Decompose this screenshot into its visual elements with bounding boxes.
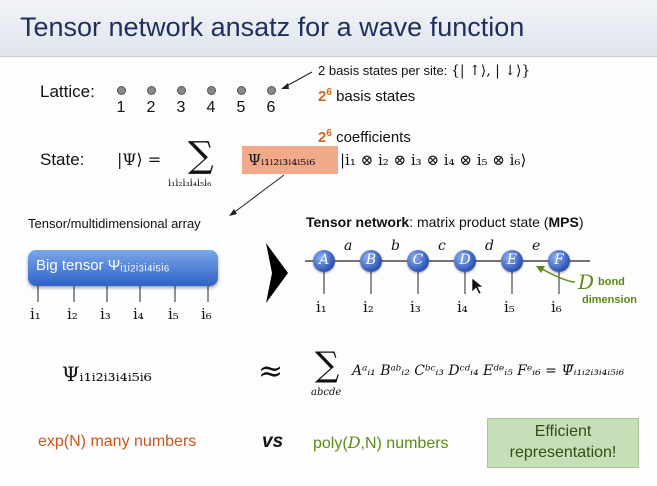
- mps-bond-label: d: [485, 238, 494, 254]
- mps-leg-label: i₆: [551, 298, 562, 316]
- mps-bond-label: a: [344, 238, 353, 254]
- big-tensor-leg-label: i₂: [67, 305, 78, 323]
- mps-bond-label: e: [532, 238, 541, 254]
- poly-prefix: poly(: [313, 435, 348, 452]
- big-tensor-leg-label: i₄: [133, 305, 144, 323]
- efficient-representation-box: Efficient representation!: [487, 418, 639, 468]
- lattice-site-dot: [237, 86, 246, 95]
- lattice-site-dot: [147, 86, 156, 95]
- mps-leg-label: i₄: [457, 298, 468, 316]
- lattice-site-number: 6: [266, 99, 276, 116]
- state-sum-symbol: ∑: [188, 135, 214, 176]
- equation-lhs: Ψᵢ₁ᵢ₂ᵢ₃ᵢ₄ᵢ₅ᵢ₆: [62, 362, 152, 386]
- mps-node-b: B: [360, 250, 382, 272]
- mps-node-c: C: [407, 250, 429, 272]
- transform-chevron: [266, 243, 288, 303]
- title-bar: Tensor network ansatz for a wave functio…: [0, 0, 657, 57]
- mps-leg-label: i₃: [410, 298, 421, 316]
- big-tensor-block: Big tensor Ψᵢ₁ᵢ₂ᵢ₃ᵢ₄ᵢ₅ᵢ₆: [28, 250, 218, 286]
- vs-text: vs: [262, 431, 284, 452]
- basis-count-text: basis states: [336, 88, 416, 105]
- coefficient-arrowhead: [229, 209, 237, 216]
- lattice-site-dot: [177, 86, 186, 95]
- basis-note-arrowhead: [281, 83, 289, 89]
- tensor-panel-heading: Tensor/multidimensional array: [28, 216, 201, 231]
- bond-dimension-word2: dimension: [582, 294, 638, 306]
- coefficient-highlight: [242, 146, 338, 174]
- mps-leg-label: i₁: [316, 298, 327, 316]
- mps-bond-label: c: [438, 238, 446, 254]
- big-tensor-leg-label: i₃: [100, 305, 111, 323]
- lattice-site-number: 1: [116, 99, 126, 116]
- psi-ket-lhs: |Ψ⟩ =: [117, 150, 162, 169]
- big-tensor-leg-label: i₆: [201, 305, 212, 323]
- exp-numbers-text: exp(N) many numbers: [38, 433, 197, 450]
- coeff-count-exp: 6: [326, 128, 332, 139]
- state-coefficient: Ψᵢ₁ᵢ₂ᵢ₃ᵢ₄ᵢ₅ᵢ₆: [248, 151, 316, 169]
- big-tensor-leg-lines: [37, 286, 209, 302]
- coeff-count-base: 2: [318, 129, 327, 146]
- mps-heading-close: ): [578, 214, 584, 230]
- poly-numbers-text: poly(D,N) numbers: [313, 433, 449, 453]
- basis-note: 2 basis states per site: {| ↑⟩, | ↓⟩}: [318, 63, 530, 79]
- mps-node-a: A: [313, 250, 335, 272]
- mps-node-f: F: [548, 250, 570, 272]
- lattice-site-dot: [117, 86, 126, 95]
- state-ket: |i₁ ⊗ i₂ ⊗ i₃ ⊗ i₄ ⊗ i₅ ⊗ i₆⟩: [340, 151, 527, 169]
- bond-dimension-symbol: D: [578, 270, 595, 294]
- basis-set: {| ↑⟩, | ↓⟩}: [450, 63, 531, 79]
- bond-dimension-arrowhead: [536, 266, 545, 273]
- lattice-label: Lattice:: [40, 82, 95, 101]
- poly-symbol: D: [347, 433, 361, 452]
- coefficient-arrow: [231, 174, 285, 215]
- efficient-line1: Efficient: [534, 423, 592, 440]
- mouse-cursor-icon: [471, 277, 484, 295]
- mps-leg-label: i₂: [363, 298, 374, 316]
- state-sum-index: i₁i₂i₃i₄i₅i₆: [168, 178, 212, 189]
- state-label: State:: [40, 150, 85, 169]
- lattice-site-number: 5: [236, 99, 246, 116]
- mps-heading: Tensor network: matrix product state (MP…: [306, 214, 584, 230]
- efficient-line2: representation!: [509, 444, 617, 461]
- lattice-site-number: 3: [176, 99, 186, 116]
- mps-leg-label: i₅: [504, 298, 515, 316]
- basis-count-base: 2: [318, 88, 327, 105]
- coeff-count: 26 coefficients: [318, 128, 411, 146]
- coeff-count-text: coefficients: [336, 129, 411, 146]
- big-tensor-leg-label: i₅: [168, 305, 179, 323]
- poly-suffix: ,N) numbers: [360, 435, 449, 452]
- lattice-site-number: 2: [146, 99, 156, 116]
- big-tensor-leg-label: i₁: [30, 305, 41, 323]
- mps-heading-rest: : matrix product state (: [409, 214, 549, 230]
- mps-heading-abbr: MPS: [548, 214, 579, 230]
- mps-node-d: D: [454, 250, 476, 272]
- basis-count-exp: 6: [326, 87, 332, 98]
- basis-count: 26 basis states: [318, 87, 415, 105]
- equation-sum-symbol: ∑: [315, 345, 340, 385]
- mps-leg-lines: [323, 272, 560, 294]
- mps-node-e: E: [501, 250, 523, 272]
- big-tensor-label: Big tensor Ψᵢ₁ᵢ₂ᵢ₃ᵢ₄ᵢ₅ᵢ₆: [36, 257, 170, 274]
- lattice-site-dot: [267, 86, 276, 95]
- lattice-site-dot: [207, 86, 216, 95]
- equation-approx: ≈: [258, 354, 284, 389]
- mps-bond-label: b: [391, 238, 400, 254]
- mps-heading-bold: Tensor network: [306, 214, 410, 230]
- basis-note-prefix: 2 basis states per site:: [318, 63, 451, 78]
- slide-title: Tensor network ansatz for a wave functio…: [20, 12, 525, 42]
- bond-dimension-word1: bond: [598, 276, 625, 288]
- lattice-site-number: 4: [206, 99, 216, 116]
- equation-sum-index: abcde: [311, 387, 342, 398]
- bond-dimension-arrow: [539, 267, 576, 283]
- equation-rhs: Aᵃᵢ₁ Bᵃᵇᵢ₂ Cᵇᶜᵢ₃ Dᶜᵈᵢ₄ Eᵈᵉᵢ₅ Fᵉᵢ₆ = Ψ̃ᵢ₁…: [352, 363, 625, 379]
